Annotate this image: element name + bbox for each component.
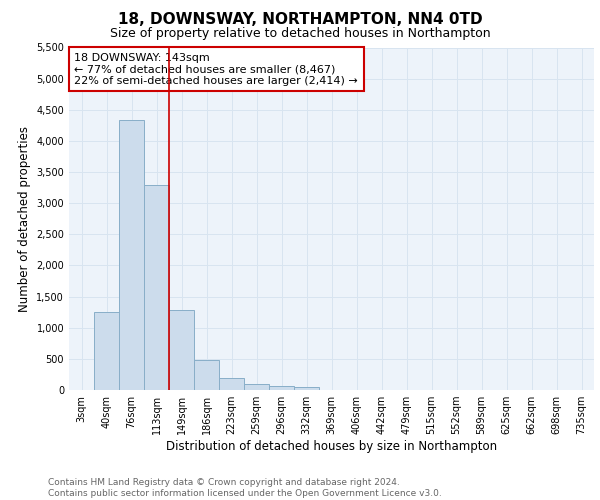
Bar: [144, 184, 169, 390]
Bar: [194, 360, 219, 390]
Bar: [269, 386, 294, 390]
Bar: [169, 310, 194, 390]
Bar: [119, 120, 144, 390]
Text: Size of property relative to detached houses in Northampton: Size of property relative to detached ho…: [110, 28, 490, 40]
Text: 18 DOWNSWAY: 143sqm
← 77% of detached houses are smaller (8,467)
22% of semi-det: 18 DOWNSWAY: 143sqm ← 77% of detached ho…: [74, 52, 358, 86]
Text: Contains HM Land Registry data © Crown copyright and database right 2024.
Contai: Contains HM Land Registry data © Crown c…: [48, 478, 442, 498]
Text: 18, DOWNSWAY, NORTHAMPTON, NN4 0TD: 18, DOWNSWAY, NORTHAMPTON, NN4 0TD: [118, 12, 482, 28]
Bar: [244, 384, 269, 390]
Bar: [219, 378, 244, 390]
Bar: [94, 312, 119, 390]
Bar: [294, 387, 319, 390]
Y-axis label: Number of detached properties: Number of detached properties: [18, 126, 31, 312]
X-axis label: Distribution of detached houses by size in Northampton: Distribution of detached houses by size …: [166, 440, 497, 453]
